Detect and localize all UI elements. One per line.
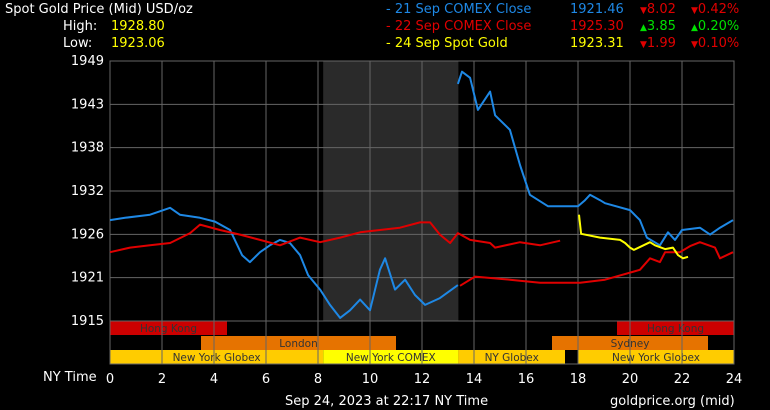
- legend-change: ▼1.99: [640, 36, 676, 51]
- legend-change: ▼8.02: [640, 2, 676, 17]
- low-label: Low:: [63, 36, 93, 51]
- series-line: [109, 221, 561, 254]
- legend-label: - 21 Sep COMEX Close: [386, 2, 532, 17]
- x-tick-label: 14: [466, 372, 483, 387]
- session-label: London: [279, 338, 318, 350]
- down-arrow-icon: ▼: [640, 6, 647, 16]
- session-label: New York Globex: [612, 352, 700, 364]
- series-line: [578, 214, 689, 260]
- y-tick-label: 1949: [71, 54, 104, 69]
- legend-label: - 22 Sep COMEX Close: [386, 19, 532, 34]
- y-tick-label: 1932: [71, 184, 104, 199]
- high-label: High:: [63, 19, 98, 34]
- change-value: 8.02: [646, 2, 676, 17]
- y-tick-label: 1915: [71, 314, 104, 329]
- session-label: New York Globex: [173, 352, 261, 364]
- legend-price: 1925.30: [570, 19, 624, 34]
- x-tick-label: 0: [106, 372, 114, 387]
- legend-price: 1921.46: [570, 2, 624, 17]
- chart-title: Spot Gold Price (Mid) USD/oz: [5, 2, 193, 17]
- source: goldprice.org (mid): [610, 394, 735, 409]
- x-tick-label: 8: [314, 372, 322, 387]
- session-band: [323, 350, 459, 364]
- y-tick-label: 1943: [71, 97, 104, 112]
- session-label: Hong Kong: [647, 323, 704, 335]
- up-arrow-icon: ▲: [640, 23, 647, 33]
- x-tick-label: 20: [622, 372, 639, 387]
- series-line: [459, 241, 734, 287]
- x-tick-label: 2: [158, 372, 166, 387]
- session-band: [201, 336, 396, 350]
- y-tick-label: 1938: [71, 141, 104, 156]
- down-arrow-icon: ▼: [691, 6, 698, 16]
- session-band: [458, 350, 565, 364]
- change-value: 3.85: [646, 19, 676, 34]
- x-tick-label: 16: [518, 372, 535, 387]
- session-band: [110, 350, 324, 364]
- x-tick-label: 24: [726, 372, 743, 387]
- legend-label: - 24 Sep Spot Gold: [386, 36, 508, 51]
- down-arrow-icon: ▼: [640, 40, 647, 50]
- legend-pct: ▼0.42%: [691, 2, 739, 17]
- x-tick-label: 10: [362, 372, 379, 387]
- legend-price: 1923.31: [570, 36, 624, 51]
- session-band: [617, 321, 734, 335]
- y-tick-label: 1921: [71, 271, 104, 286]
- up-arrow-icon: ▲: [691, 23, 698, 33]
- low-value: 1923.06: [111, 36, 165, 51]
- x-axis-label: NY Time: [43, 370, 97, 385]
- down-arrow-icon: ▼: [691, 40, 698, 50]
- x-tick-label: 12: [414, 372, 431, 387]
- x-tick-label: 18: [570, 372, 587, 387]
- series-line: [109, 206, 459, 319]
- session-label: New York COMEX: [346, 352, 436, 364]
- high-value: 1928.80: [111, 19, 165, 34]
- pct-value: 0.10%: [697, 36, 740, 51]
- plot-border: [109, 60, 735, 365]
- legend-change: ▲3.85: [640, 19, 676, 34]
- y-tick-label: 1926: [71, 227, 104, 242]
- timestamp: Sep 24, 2023 at 22:17 NY Time: [285, 394, 489, 409]
- change-value: 1.99: [646, 36, 676, 51]
- session-band: [110, 321, 227, 335]
- session-label: Hong Kong: [140, 323, 197, 335]
- x-tick-label: 6: [262, 372, 270, 387]
- legend-pct: ▲0.20%: [691, 19, 739, 34]
- pct-value: 0.20%: [697, 19, 740, 34]
- legend-pct: ▼0.10%: [691, 36, 739, 51]
- x-tick-label: 22: [674, 372, 691, 387]
- series-line: [456, 70, 734, 247]
- session-band: [578, 350, 734, 364]
- x-tick-label: 4: [210, 372, 218, 387]
- pct-value: 0.42%: [697, 2, 740, 17]
- session-label: NY Globex: [485, 352, 539, 364]
